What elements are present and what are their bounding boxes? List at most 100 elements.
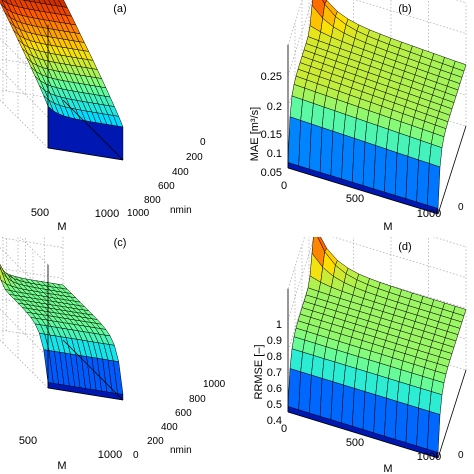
d-x-label: M xyxy=(383,463,392,474)
d-x-tick: 1000 xyxy=(417,451,441,463)
panel-label-b: (b) xyxy=(398,3,411,15)
a-y-tick: 200 xyxy=(186,152,203,163)
panel-b-axes xyxy=(287,44,467,215)
axes-layer xyxy=(47,24,467,459)
a-x-tick: 500 xyxy=(31,207,49,219)
a-y-tick: 400 xyxy=(172,167,189,178)
panel-a-gridline xyxy=(0,68,49,118)
panel-d-surface-cell xyxy=(407,384,421,409)
panel-b-surface-cell xyxy=(289,95,303,121)
panel-d-surface-cell xyxy=(386,378,400,402)
panel-d-gridline xyxy=(287,262,317,351)
panel-d-axes xyxy=(287,288,467,459)
panel-a-gridline xyxy=(0,99,49,149)
panel-c-x-axis xyxy=(47,387,124,401)
panel-b-surface-cell xyxy=(343,114,357,139)
panel-b-surface-cell xyxy=(396,132,411,157)
panel-b-surface xyxy=(287,0,467,215)
c-y-tick: 800 xyxy=(189,394,206,405)
panel-d-gridline xyxy=(433,237,467,248)
panel-b-surface-cell xyxy=(321,106,336,132)
b-x-tick: 500 xyxy=(346,193,364,205)
panel-a-surface xyxy=(0,0,124,161)
panel-b-surface-cell xyxy=(386,128,400,154)
d-z-tick: 0.5 xyxy=(267,399,282,411)
c-y-tick: 1000 xyxy=(203,379,226,390)
b-z-tick: 0.1 xyxy=(267,148,282,160)
a-y-label: nmin xyxy=(170,205,192,216)
b-z-tick: 0.25 xyxy=(261,71,282,83)
d-z-tick: 0.8 xyxy=(267,351,282,363)
d-z-tick: 0.6 xyxy=(267,383,282,395)
a-y-tick: 800 xyxy=(144,195,161,206)
panel-label-d: (d) xyxy=(398,241,411,253)
d-x-tick: 500 xyxy=(346,437,364,449)
panel-b-surface-cell xyxy=(300,99,314,125)
panel-d-surface-cell xyxy=(418,387,432,412)
panel-d-x-axis xyxy=(287,411,439,459)
panel-a-x-axis xyxy=(47,147,124,161)
c-y-tick: 0 xyxy=(133,450,139,461)
panel-c-axes xyxy=(47,264,124,401)
panel-a-axes xyxy=(47,24,124,161)
b-z-tick: 0.2 xyxy=(267,101,282,113)
panel-d-surface-cell xyxy=(300,351,314,376)
d-z-tick: 1 xyxy=(276,319,282,331)
panel-d-surface-cell xyxy=(396,381,411,406)
panel-d-surface-cell xyxy=(289,348,303,373)
b-y-tick: 0 xyxy=(458,202,464,213)
a-y-tick: 600 xyxy=(158,181,175,192)
panel-b-surface-cell xyxy=(407,136,421,161)
panel-d-y-axis xyxy=(437,369,467,459)
panel-label-c: (c) xyxy=(114,237,127,249)
c-x-tick: 1000 xyxy=(98,449,122,461)
panel-b-surface-cell xyxy=(429,143,443,168)
c-x-label: M xyxy=(57,460,66,472)
panel-c-gridline xyxy=(0,268,64,279)
d-x-tick: 0 xyxy=(281,423,287,435)
d-z-tick: 0.4 xyxy=(267,415,282,427)
panel-d-surface xyxy=(287,237,467,459)
b-z-tick: 0.15 xyxy=(261,129,282,141)
panel-c-surface xyxy=(0,263,124,401)
panel-c-gridline xyxy=(0,308,49,358)
panel-b-surface-cell xyxy=(354,117,368,143)
panel-c-y-axis xyxy=(62,339,124,401)
panel-b-surface-cell xyxy=(427,163,441,209)
panel-b-surface-cell xyxy=(332,110,346,136)
b-x-tick: 0 xyxy=(281,180,287,192)
panel-c-gridline xyxy=(19,237,49,266)
panel-b-surface-cell xyxy=(375,125,389,150)
d-z-label: RRMSE [–] xyxy=(253,344,265,399)
a-x-tick: 1000 xyxy=(95,208,119,220)
panel-b-x-axis xyxy=(287,167,439,215)
d-z-tick: 0.9 xyxy=(267,335,282,347)
panel-d-surface-cell xyxy=(354,368,368,392)
b-z-tick: 0.05 xyxy=(261,167,282,179)
panel-label-a: (a) xyxy=(113,3,126,15)
c-y-tick: 400 xyxy=(161,422,178,433)
c-x-tick: 500 xyxy=(19,435,37,447)
panel-d-surface-cell xyxy=(364,371,378,396)
panel-d-surface-cell xyxy=(343,364,357,389)
panel-b-gridline xyxy=(287,0,303,45)
panel-b-surface-cell xyxy=(364,121,378,146)
panel-c-gridline xyxy=(0,237,64,248)
panel-d-surface-cell xyxy=(429,391,443,415)
panel-d-gridline xyxy=(315,262,467,309)
panel-b-surface-cell xyxy=(311,103,325,128)
a-x-label: M xyxy=(57,221,66,233)
a-y-tick: 0 xyxy=(200,137,206,148)
a-y-tick: 1000 xyxy=(127,208,150,219)
panel-d-surface-cell xyxy=(427,410,441,453)
panel-d-surface-cell xyxy=(375,374,389,399)
d-z-tick: 0.7 xyxy=(267,367,282,379)
panel-d-surface-cell xyxy=(332,361,346,386)
b-z-label: MAE [m³/s] xyxy=(249,107,261,161)
c-y-tick: 600 xyxy=(175,408,192,419)
panel-d-surface-cell xyxy=(321,358,336,383)
c-y-tick: 200 xyxy=(147,436,164,447)
surface-layer xyxy=(0,0,467,459)
b-x-label: M xyxy=(383,221,392,233)
